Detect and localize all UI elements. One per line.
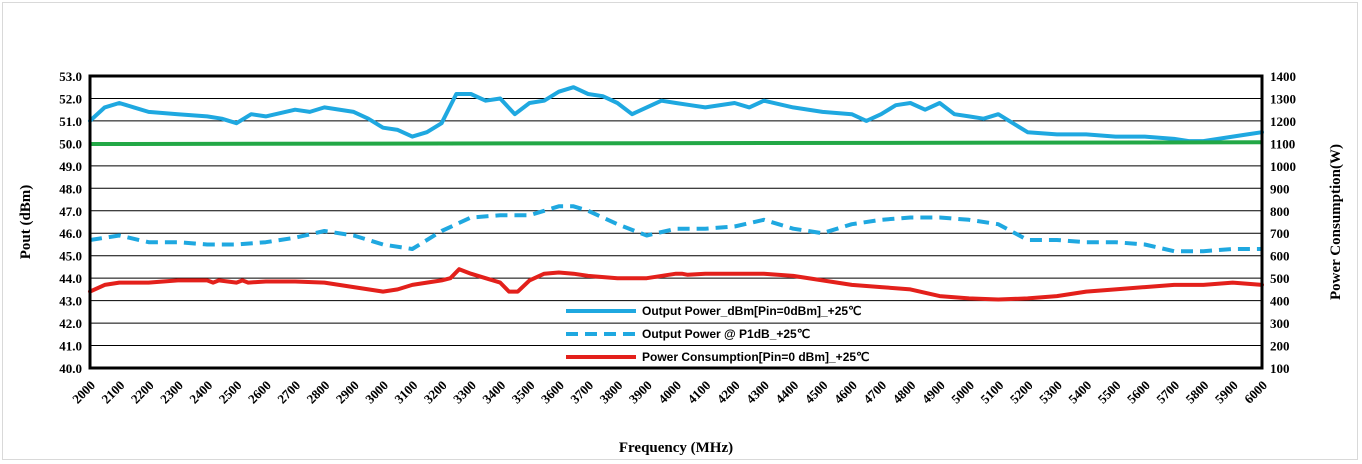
- gridlines: [90, 75, 1262, 369]
- y2-axis-tick-labels: 100 200 300 400 500 600 700 800 900 1000 1100 1200 1…: [1270, 69, 1296, 376]
- y2-tick-label: 300: [1270, 316, 1290, 331]
- x-axis-title: Frequency (MHz): [619, 440, 733, 456]
- y2-tick-label: 200: [1270, 339, 1290, 354]
- x-tick-label: 6000: [1241, 378, 1270, 407]
- x-tick-label: 4800: [890, 378, 919, 407]
- series-line-1: [88, 85, 1264, 144]
- y2-tick-label: 1200: [1270, 114, 1296, 129]
- y-axis-title: Pout (dBm): [18, 185, 34, 260]
- x-tick-label: 3800: [597, 378, 626, 407]
- x-tick-label: 5600: [1124, 378, 1153, 407]
- x-tick-label: 3100: [391, 378, 420, 407]
- x-tick-label: 5800: [1183, 378, 1212, 407]
- x-tick-label: 5300: [1036, 378, 1065, 407]
- x-tick-label: 4900: [919, 378, 948, 407]
- x-tick-label: 4500: [802, 378, 831, 407]
- x-tick-label: 4200: [714, 378, 743, 407]
- y2-tick-label: 1100: [1270, 136, 1295, 151]
- x-tick-label: 2500: [216, 378, 245, 407]
- y-tick-label: 50.0: [59, 136, 82, 151]
- x-tick-label: 5100: [977, 378, 1006, 407]
- y-tick-label: 52.0: [59, 91, 82, 106]
- y2-tick-label: 800: [1270, 204, 1290, 219]
- x-tick-label: 2000: [69, 378, 98, 407]
- y2-tick-label: 1400: [1270, 69, 1296, 84]
- x-tick-label: 5400: [1065, 378, 1094, 407]
- y-tick-label: 51.0: [59, 114, 82, 129]
- x-tick-label: 2700: [274, 378, 303, 407]
- y2-tick-label: 900: [1270, 181, 1290, 196]
- y-tick-label: 46.0: [59, 226, 82, 241]
- x-tick-label: 4400: [772, 378, 801, 407]
- x-tick-label: 2100: [98, 378, 127, 407]
- y-tick-label: 49.0: [59, 159, 82, 174]
- x-tick-label: 2800: [304, 378, 333, 407]
- y-tick-label: 53.0: [59, 69, 82, 84]
- y2-tick-label: 700: [1270, 226, 1290, 241]
- x-tick-label: 3400: [479, 378, 508, 407]
- x-tick-label: 4100: [684, 378, 713, 407]
- y-tick-label: 44.0: [59, 271, 82, 286]
- x-tick-label: 3300: [450, 378, 479, 407]
- legend-label: Output Power_dBm[Pin=0dBm]_+25℃: [642, 304, 862, 318]
- x-tick-label: 3500: [509, 378, 538, 407]
- y-tick-label: 40.0: [59, 361, 82, 376]
- y2-tick-label: 1300: [1270, 91, 1296, 106]
- x-tick-label: 5700: [1153, 378, 1182, 407]
- legend-label: Power Consumption[Pin=0 dBm]_+25℃: [642, 350, 870, 364]
- y-tick-label: 42.0: [59, 316, 82, 331]
- x-tick-label: 3600: [538, 378, 567, 407]
- x-tick-label: 4600: [831, 378, 860, 407]
- x-axis-tick-labels: 2000 2100 2200 2300 2400 2500 2600 2700 2800 2900…: [69, 378, 1270, 407]
- x-tick-label: 4700: [860, 378, 889, 407]
- legend: Output Power_dBm[Pin=0dBm]_+25℃ Output Po…: [566, 304, 870, 364]
- series-layer: [88, 85, 1264, 302]
- x-tick-label: 3700: [567, 378, 596, 407]
- y-tick-label: 47.0: [59, 204, 82, 219]
- x-tick-label: 2400: [186, 378, 215, 407]
- x-tick-label: 2600: [245, 378, 274, 407]
- reference-line: [89, 140, 1263, 147]
- series-line-3: [88, 267, 1264, 302]
- x-tick-label: 5200: [1007, 378, 1036, 407]
- y2-tick-label: 100: [1270, 361, 1290, 376]
- y-tick-label: 41.0: [59, 339, 82, 354]
- y-tick-label: 43.0: [59, 294, 82, 309]
- y2-tick-label: 600: [1270, 249, 1290, 264]
- plot-area-border: [88, 74, 1264, 370]
- x-tick-label: 3200: [421, 378, 450, 407]
- y-tick-label: 45.0: [59, 249, 82, 264]
- x-tick-label: 2200: [128, 378, 157, 407]
- series-line-2: [89, 204, 1262, 254]
- y-axis-tick-labels: 40.0 41.0 42.0 43.0 44.0 45.0 46.0 47.0 48.0 49.0…: [59, 69, 82, 376]
- x-tick-label: 4000: [655, 378, 684, 407]
- x-tick-label: 3000: [362, 378, 391, 407]
- legend-label: Output Power @ P1dB_+25℃: [642, 327, 810, 341]
- x-tick-label: 5900: [1212, 378, 1241, 407]
- x-tick-label: 4300: [743, 378, 772, 407]
- x-tick-label: 5500: [1095, 378, 1124, 407]
- y-tick-label: 48.0: [59, 181, 82, 196]
- y2-axis-title: Power Consumption(W): [1328, 144, 1344, 300]
- y2-tick-label: 500: [1270, 271, 1290, 286]
- y2-tick-label: 400: [1270, 294, 1290, 309]
- x-tick-label: 3900: [626, 378, 655, 407]
- y2-tick-label: 1000: [1270, 159, 1296, 174]
- x-tick-label: 2900: [333, 378, 362, 407]
- x-tick-label: 5000: [948, 378, 977, 407]
- x-tick-label: 2300: [157, 378, 186, 407]
